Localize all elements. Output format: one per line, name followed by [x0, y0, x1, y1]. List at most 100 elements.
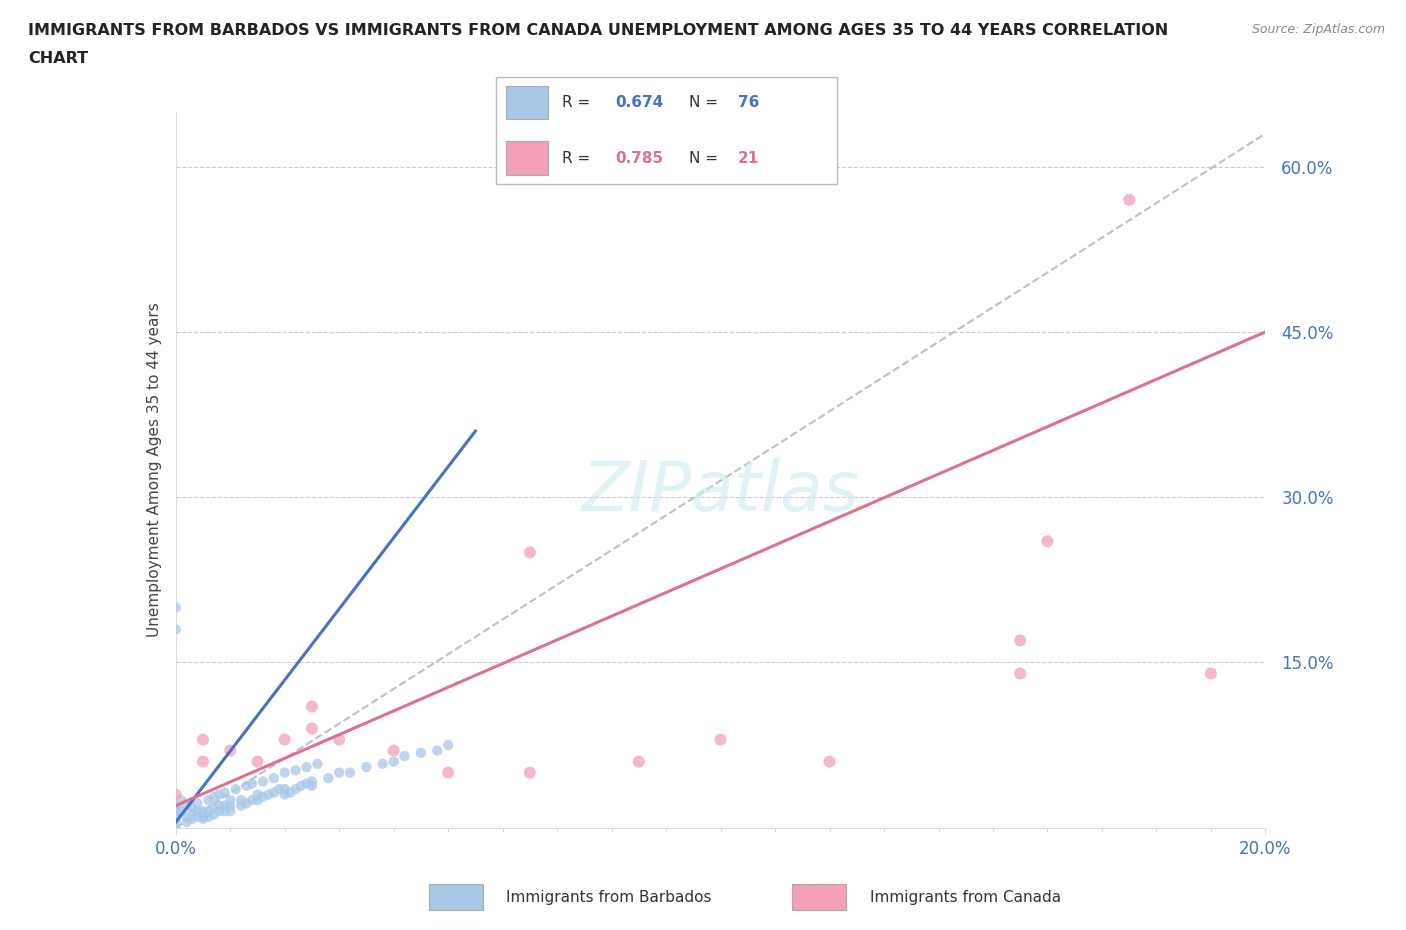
- Text: ZIPatlas: ZIPatlas: [582, 458, 859, 525]
- Point: [208, 798, 231, 813]
- Text: R =: R =: [562, 95, 596, 110]
- Point: [1010, 633, 1032, 648]
- Point: [339, 765, 361, 780]
- Point: [235, 778, 257, 793]
- Point: [165, 600, 187, 615]
- Point: [191, 804, 214, 818]
- Point: [263, 785, 285, 800]
- Point: [176, 798, 198, 813]
- Point: [197, 792, 219, 807]
- Point: [257, 787, 280, 802]
- Point: [246, 787, 269, 802]
- Point: [246, 792, 269, 807]
- Point: [301, 778, 323, 793]
- Point: [519, 765, 541, 780]
- Point: [263, 771, 285, 786]
- Point: [165, 807, 187, 822]
- Point: [170, 792, 193, 807]
- Point: [1199, 666, 1222, 681]
- Point: [307, 756, 329, 771]
- Point: [252, 774, 274, 789]
- Point: [269, 782, 291, 797]
- Point: [519, 545, 541, 560]
- Point: [225, 782, 247, 797]
- Text: Immigrants from Barbados: Immigrants from Barbados: [506, 890, 711, 905]
- Point: [235, 796, 257, 811]
- Point: [426, 743, 449, 758]
- Text: IMMIGRANTS FROM BARBADOS VS IMMIGRANTS FROM CANADA UNEMPLOYMENT AMONG AGES 35 TO: IMMIGRANTS FROM BARBADOS VS IMMIGRANTS F…: [28, 23, 1168, 38]
- Point: [240, 792, 263, 807]
- Point: [290, 778, 312, 793]
- Point: [219, 792, 242, 807]
- Point: [219, 798, 242, 813]
- Point: [710, 732, 733, 747]
- Point: [219, 804, 242, 818]
- Point: [252, 790, 274, 804]
- Point: [208, 787, 231, 802]
- Point: [191, 754, 214, 769]
- Point: [170, 804, 193, 818]
- Point: [1036, 534, 1059, 549]
- Text: 21: 21: [738, 151, 759, 166]
- Point: [176, 809, 198, 824]
- Text: Immigrants from Canada: Immigrants from Canada: [869, 890, 1060, 905]
- Point: [176, 815, 198, 830]
- Point: [274, 765, 297, 780]
- Point: [274, 782, 297, 797]
- Point: [197, 809, 219, 824]
- Point: [1010, 666, 1032, 681]
- Point: [284, 782, 307, 797]
- Text: 76: 76: [738, 95, 759, 110]
- Text: R =: R =: [562, 151, 596, 166]
- Point: [240, 777, 263, 791]
- Point: [191, 732, 214, 747]
- Text: 0.674: 0.674: [616, 95, 664, 110]
- Point: [301, 721, 323, 736]
- Point: [165, 812, 187, 827]
- Point: [301, 699, 323, 714]
- Point: [394, 749, 416, 764]
- Point: [214, 798, 236, 813]
- Point: [202, 801, 225, 816]
- Text: Source: ZipAtlas.com: Source: ZipAtlas.com: [1251, 23, 1385, 36]
- Point: [382, 754, 405, 769]
- Point: [382, 743, 405, 758]
- Point: [165, 809, 187, 824]
- FancyBboxPatch shape: [506, 86, 548, 119]
- Point: [284, 763, 307, 777]
- Point: [274, 732, 297, 747]
- Point: [197, 804, 219, 818]
- Point: [318, 771, 340, 786]
- Point: [202, 807, 225, 822]
- FancyBboxPatch shape: [506, 141, 548, 175]
- Text: N =: N =: [689, 151, 723, 166]
- Point: [181, 801, 204, 816]
- FancyBboxPatch shape: [495, 76, 837, 184]
- Point: [181, 812, 204, 827]
- Point: [165, 787, 187, 802]
- Point: [818, 754, 841, 769]
- Point: [295, 760, 318, 775]
- Point: [214, 804, 236, 818]
- Point: [165, 815, 187, 830]
- Point: [328, 732, 350, 747]
- Point: [186, 796, 209, 811]
- Point: [165, 804, 187, 818]
- Y-axis label: Unemployment Among Ages 35 to 44 years: Unemployment Among Ages 35 to 44 years: [146, 302, 162, 637]
- Point: [1118, 193, 1140, 207]
- Point: [301, 774, 323, 789]
- Point: [278, 785, 301, 800]
- Point: [627, 754, 650, 769]
- Point: [165, 820, 187, 835]
- Point: [437, 737, 460, 752]
- Point: [295, 777, 318, 791]
- Point: [371, 756, 394, 771]
- Point: [191, 812, 214, 827]
- Point: [165, 801, 187, 816]
- Point: [231, 792, 253, 807]
- Point: [165, 622, 187, 637]
- Point: [274, 787, 297, 802]
- FancyBboxPatch shape: [429, 884, 484, 910]
- Point: [208, 804, 231, 818]
- Point: [186, 809, 209, 824]
